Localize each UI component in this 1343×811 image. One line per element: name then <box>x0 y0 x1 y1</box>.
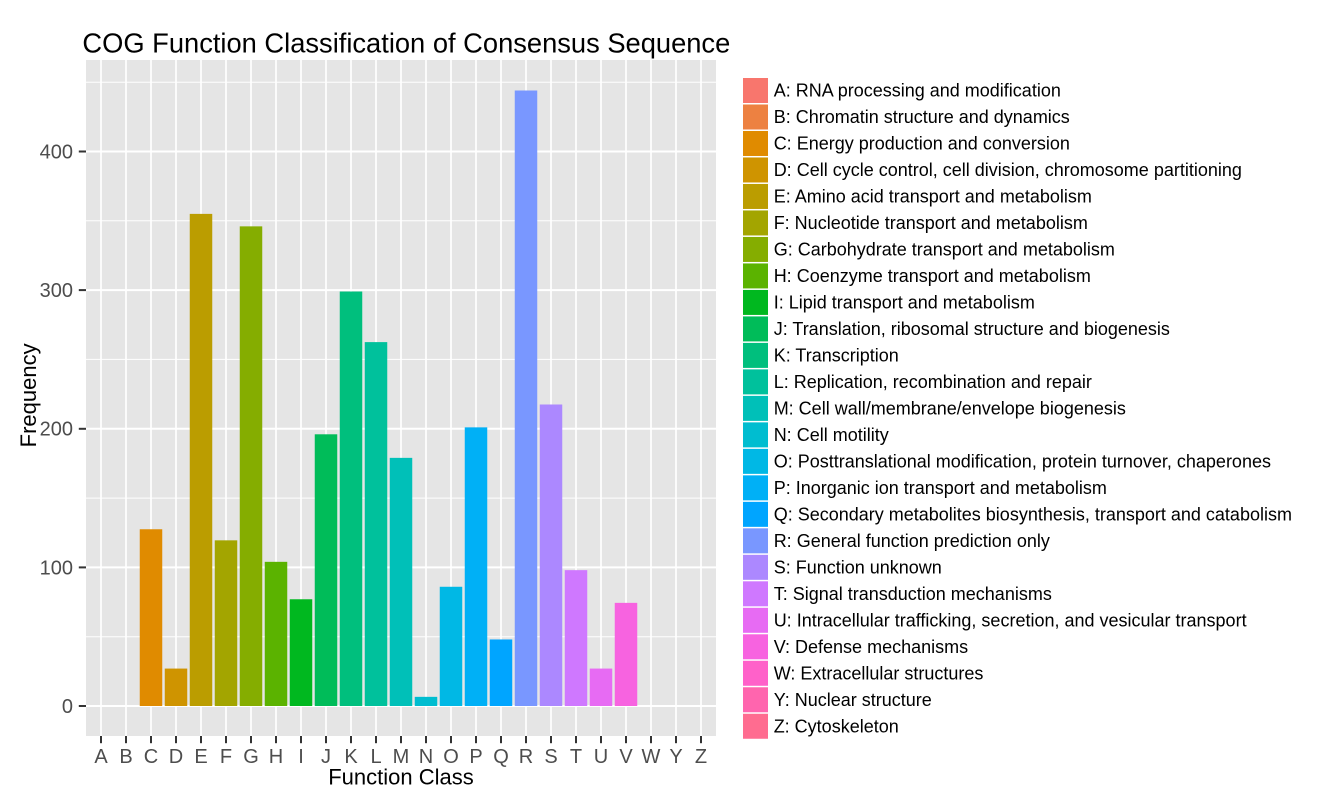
svg-text:K: K <box>344 746 358 768</box>
svg-text:V: Defense mechanisms: V: Defense mechanisms <box>774 637 968 657</box>
svg-text:U: Intracellular trafficking,: U: Intracellular trafficking, secretion,… <box>774 611 1247 631</box>
svg-text:L: L <box>370 746 381 768</box>
svg-text:O: O <box>443 746 459 768</box>
svg-text:F: Nucleotide transport and me: F: Nucleotide transport and metabolism <box>774 213 1088 233</box>
svg-text:L: Replication, recombination: L: Replication, recombination and repair <box>774 372 1092 392</box>
svg-text:E: Amino acid transport and me: E: Amino acid transport and metabolism <box>774 187 1092 207</box>
svg-text:I: I <box>298 746 304 768</box>
svg-text:S: S <box>544 746 557 768</box>
svg-text:W: W <box>642 746 661 768</box>
svg-text:S: Function unknown: S: Function unknown <box>774 558 942 578</box>
svg-text:T: Signal transduction mechani: T: Signal transduction mechanisms <box>774 584 1052 604</box>
svg-text:Z: Cytoskeleton: Z: Cytoskeleton <box>774 716 899 736</box>
svg-text:G: Carbohydrate transport and: G: Carbohydrate transport and metabolism <box>774 240 1115 260</box>
svg-text:Y: Y <box>669 746 682 768</box>
svg-text:Q: Q <box>493 746 509 768</box>
svg-text:N: N <box>419 746 433 768</box>
svg-text:J: J <box>321 746 331 768</box>
svg-text:I: Lipid transport and metabol: I: Lipid transport and metabolism <box>774 293 1035 313</box>
svg-text:COG Function Classification of: COG Function Classification of Consensus… <box>82 27 730 58</box>
svg-text:G: G <box>243 746 259 768</box>
svg-text:Frequency: Frequency <box>16 343 41 447</box>
svg-text:C: Energy production and conve: C: Energy production and conversion <box>774 134 1070 154</box>
svg-text:C: C <box>144 746 158 768</box>
svg-text:B: Chromatin structure and dyn: B: Chromatin structure and dynamics <box>774 107 1070 127</box>
svg-text:V: V <box>619 746 633 768</box>
svg-text:W: Extracellular structures: W: Extracellular structures <box>774 663 984 683</box>
svg-text:A: A <box>94 746 108 768</box>
svg-text:O: Posttranslational modificat: O: Posttranslational modification, prote… <box>774 452 1271 472</box>
svg-text:400: 400 <box>40 141 73 163</box>
svg-text:300: 300 <box>40 280 73 302</box>
svg-text:J: Translation, ribosomal stru: J: Translation, ribosomal structure and … <box>774 319 1170 339</box>
svg-text:K: Transcription: K: Transcription <box>774 346 899 366</box>
svg-text:200: 200 <box>40 419 73 441</box>
svg-text:M: M <box>393 746 410 768</box>
svg-text:B: B <box>119 746 132 768</box>
svg-text:Y: Nuclear structure: Y: Nuclear structure <box>774 690 932 710</box>
svg-text:U: U <box>594 746 608 768</box>
svg-text:100: 100 <box>40 557 73 579</box>
svg-text:H: Coenzyme transport and meta: H: Coenzyme transport and metabolism <box>774 266 1091 286</box>
svg-text:A: RNA processing and modifica: A: RNA processing and modification <box>774 81 1061 101</box>
svg-text:T: T <box>570 746 582 768</box>
svg-text:Q: Secondary metabolites biosy: Q: Secondary metabolites biosynthesis, t… <box>774 505 1292 525</box>
svg-text:H: H <box>269 746 283 768</box>
svg-text:Z: Z <box>695 746 707 768</box>
svg-text:P: P <box>469 746 482 768</box>
svg-text:E: E <box>194 746 207 768</box>
svg-text:F: F <box>220 746 232 768</box>
svg-text:R: R <box>519 746 533 768</box>
svg-text:R: General function prediction: R: General function prediction only <box>774 531 1050 551</box>
svg-text:Function Class: Function Class <box>328 764 474 789</box>
svg-text:D: Cell cycle control, cell di: D: Cell cycle control, cell division, ch… <box>774 160 1242 180</box>
svg-text:N: Cell motility: N: Cell motility <box>774 425 889 445</box>
svg-text:M: Cell wall/membrane/envelope: M: Cell wall/membrane/envelope biogenesi… <box>774 399 1126 419</box>
svg-text:D: D <box>169 746 183 768</box>
svg-text:P: Inorganic ion transport and: P: Inorganic ion transport and metabolis… <box>774 478 1107 498</box>
svg-text:0: 0 <box>62 696 73 718</box>
